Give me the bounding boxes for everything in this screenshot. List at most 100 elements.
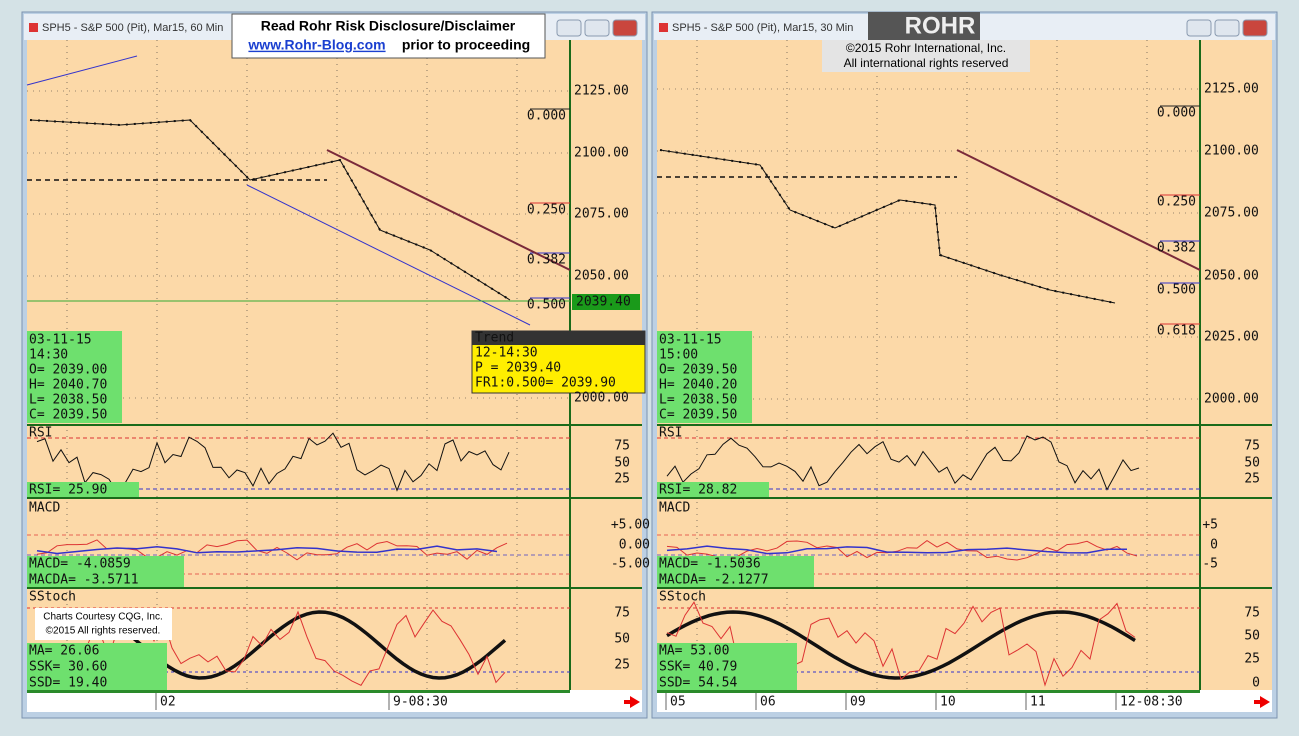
fib-label: 0.500 xyxy=(527,298,566,313)
macd-tick-label: -5 xyxy=(1202,557,1218,572)
panel-label: SStoch xyxy=(659,590,706,605)
ohlc-text: C= 2039.50 xyxy=(659,408,737,423)
price-tick-label: 2100.00 xyxy=(1204,144,1259,159)
fib-label: 0.250 xyxy=(1157,195,1196,210)
rsi-tick-label: 75 xyxy=(614,439,630,454)
fib-label: 0.000 xyxy=(527,109,566,124)
macd-tick-label: +5 xyxy=(1202,518,1218,533)
macd-tick-label: +5.00 xyxy=(611,518,650,533)
logo: ROHR xyxy=(905,12,976,39)
channel-line xyxy=(26,55,138,86)
price-trace xyxy=(29,119,511,301)
scroll-arrow[interactable] xyxy=(624,696,640,708)
credit-box xyxy=(35,608,172,640)
macd-value: MACDA= -2.1277 xyxy=(659,573,769,588)
ohlc-box xyxy=(657,331,752,423)
macd-value: MACDA= -3.5711 xyxy=(29,573,139,588)
rsi-value: RSI= 25.90 xyxy=(29,483,107,498)
time-axis-strip xyxy=(657,690,1200,693)
panel-label: MACD xyxy=(659,501,690,516)
disclaimer-link[interactable]: www.Rohr-Blog.com xyxy=(247,37,385,53)
close-button[interactable] xyxy=(612,19,638,37)
ohlc-text: L= 2038.50 xyxy=(659,393,737,408)
rsi-tick-label: 50 xyxy=(1244,456,1260,471)
maximize-button[interactable] xyxy=(584,19,610,37)
fib-label: 0.000 xyxy=(1157,106,1196,121)
ohlc-text: 15:00 xyxy=(659,348,698,363)
minimize-button[interactable] xyxy=(1186,19,1212,37)
macda-line xyxy=(666,545,1128,555)
stoch-tick-label: 75 xyxy=(614,606,630,621)
ohlc-text: 03-11-15 xyxy=(659,333,722,348)
app-icon xyxy=(659,23,668,32)
macd-value: MACD= -1.5036 xyxy=(659,557,761,572)
macd-value-box xyxy=(657,556,814,587)
fib-label: 0.500 xyxy=(1157,283,1196,298)
time-label: 06 xyxy=(760,695,776,710)
macd-tick-label: 0 xyxy=(1210,538,1218,553)
time-label: 10 xyxy=(940,695,956,710)
copyright-box xyxy=(822,40,1030,72)
price-tick-label: 2125.00 xyxy=(1204,82,1259,97)
macd-value-box xyxy=(27,556,184,587)
trend-text: 12-14:30 xyxy=(475,346,538,361)
price-tick-label: 2050.00 xyxy=(574,269,629,284)
price-tick-label: 2000.00 xyxy=(574,391,629,406)
price-trace xyxy=(659,149,1116,304)
stoch-tick-label: 25 xyxy=(614,658,630,673)
ohlc-text: H= 2040.20 xyxy=(659,378,737,393)
credit-text: Charts Courtesy CQG, Inc. xyxy=(43,612,162,623)
stoch-value: SSD= 19.40 xyxy=(29,676,107,691)
ohlc-text: C= 2039.50 xyxy=(29,408,107,423)
window-title: SPH5 - S&P 500 (Pit), Mar15, 60 Min xyxy=(42,22,223,34)
trend-text: P = 2039.40 xyxy=(475,361,561,376)
disclaimer-text: prior to proceeding xyxy=(402,37,530,53)
disclaimer-banner xyxy=(231,13,546,59)
fib-label: 0.618 xyxy=(1157,324,1196,339)
time-label: 11 xyxy=(1030,695,1046,710)
logo-box xyxy=(868,12,980,40)
time-label: 05 xyxy=(670,695,686,710)
trend-header xyxy=(472,331,645,345)
rsi-value-box xyxy=(657,482,769,497)
time-label: 02 xyxy=(160,695,176,710)
time-label: 12-08:30 xyxy=(1120,695,1183,710)
trend-text: FR1:0.500= 2039.90 xyxy=(475,376,616,391)
stoch-value: SSK= 30.60 xyxy=(29,660,107,675)
price-tick-label: 2075.00 xyxy=(1204,206,1259,221)
minimize-button[interactable] xyxy=(556,19,582,37)
macd-value: MACD= -4.0859 xyxy=(29,557,131,572)
scroll-arrow[interactable] xyxy=(1254,696,1270,708)
stoch-tick-label: 75 xyxy=(1244,606,1260,621)
stoch-tick-label: 0 xyxy=(1252,676,1260,691)
copyright-text: All international rights reserved xyxy=(844,56,1009,70)
chart-window xyxy=(21,11,648,719)
trend-text: Trend xyxy=(475,331,514,346)
rsi-tick-label: 75 xyxy=(1244,439,1260,454)
stoch-value: MA= 26.06 xyxy=(29,644,99,659)
copyright-text: ©2015 Rohr International, Inc. xyxy=(846,41,1006,55)
rsi-tick-label: 25 xyxy=(1244,472,1260,487)
time-label: 09 xyxy=(850,695,866,710)
stoch-value: MA= 53.00 xyxy=(659,644,729,659)
stoch-tick-label: 50 xyxy=(614,632,630,647)
panel-label: RSI xyxy=(29,426,52,441)
macd-tick-label: 0.00 xyxy=(619,538,650,553)
time-label: 9-08:30 xyxy=(393,695,448,710)
stoch-value-box xyxy=(27,643,167,690)
ohlc-text: 14:30 xyxy=(29,348,68,363)
close-button[interactable] xyxy=(1242,19,1268,37)
rsi-tick-label: 25 xyxy=(614,472,630,487)
maximize-button[interactable] xyxy=(1214,19,1240,37)
rsi-value: RSI= 28.82 xyxy=(659,483,737,498)
app-icon xyxy=(29,23,38,32)
rsi-line xyxy=(666,435,1140,491)
price-tick-label: 2025.00 xyxy=(1204,330,1259,345)
ohlc-box xyxy=(27,331,122,423)
trend-line xyxy=(956,149,1201,271)
time-axis xyxy=(27,690,642,712)
ohlc-text: 03-11-15 xyxy=(29,333,92,348)
stoch-value: SSD= 54.54 xyxy=(659,676,737,691)
panel-label: RSI xyxy=(659,426,682,441)
